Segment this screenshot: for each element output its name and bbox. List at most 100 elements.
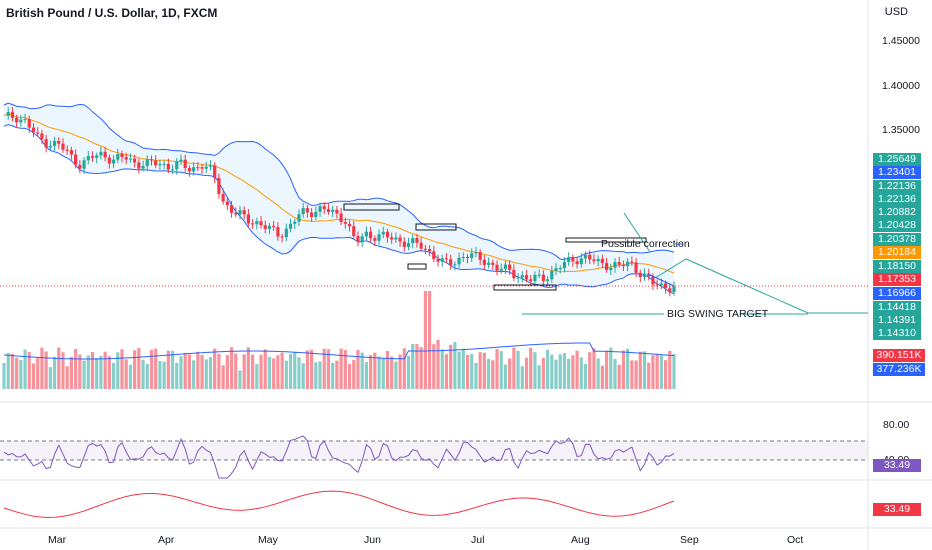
volume-tag: 377.236K xyxy=(873,363,925,376)
candle-body xyxy=(259,221,263,226)
volume-bar xyxy=(415,344,419,389)
volume-bar xyxy=(339,348,343,389)
candle-body xyxy=(444,258,449,260)
candle-body xyxy=(154,160,158,166)
candle-body xyxy=(36,132,40,134)
time-tick-label: Mar xyxy=(48,534,67,546)
volume-bar xyxy=(10,353,15,389)
candle-body xyxy=(369,231,373,239)
candle-body xyxy=(267,225,272,229)
price-tag: 1.14391 xyxy=(873,314,921,327)
candle-body xyxy=(297,214,301,222)
volume-bar xyxy=(192,360,196,389)
candle-body xyxy=(562,261,567,269)
volume-bar xyxy=(74,348,78,389)
candle-body xyxy=(588,254,592,260)
candle-body xyxy=(293,221,297,224)
volume-bar xyxy=(225,355,229,389)
volume-bar xyxy=(234,353,238,389)
volume-bar xyxy=(158,360,162,389)
volume-bar xyxy=(390,356,394,389)
bollinger-upper-line xyxy=(3,102,675,261)
volume-bar xyxy=(529,347,533,389)
candle-body xyxy=(381,231,385,235)
volume-bar xyxy=(432,344,436,389)
volume-bar xyxy=(297,357,301,389)
candle-body xyxy=(19,119,23,123)
volume-bar xyxy=(406,355,411,389)
candle-body xyxy=(301,208,305,215)
candle-body xyxy=(567,257,571,262)
volume-bar xyxy=(617,364,621,389)
volume-bar xyxy=(516,350,520,389)
candle-body xyxy=(103,151,107,158)
volume-bar xyxy=(482,352,486,389)
chart-title: British Pound / U.S. Dollar, 1D, FXCM xyxy=(6,6,218,20)
volume-bar xyxy=(301,363,305,389)
candle-body xyxy=(179,159,183,162)
volume-bar xyxy=(145,363,149,389)
volume-bar xyxy=(550,354,554,389)
candle-body xyxy=(82,160,86,169)
candle-body xyxy=(343,222,347,224)
volume-bar xyxy=(242,354,246,389)
volume-bar xyxy=(103,351,107,389)
candle-body xyxy=(213,165,217,178)
candle-body xyxy=(23,119,27,121)
volume-bar xyxy=(600,365,604,389)
volume-bar xyxy=(377,356,381,389)
candle-body xyxy=(326,209,331,212)
volume-bar xyxy=(470,353,474,389)
candle-body xyxy=(575,261,579,265)
candle-body xyxy=(221,193,225,202)
candle-body xyxy=(655,284,659,286)
volume-bar xyxy=(486,358,491,389)
volume-bar xyxy=(423,291,427,389)
candle-body xyxy=(99,151,103,156)
candle-body xyxy=(617,262,621,265)
candle-body xyxy=(486,262,491,265)
volume-bar xyxy=(141,359,145,389)
volume-bar xyxy=(27,351,31,389)
volume-bar xyxy=(402,348,406,389)
rsi-band xyxy=(0,441,868,460)
candle-body xyxy=(537,274,541,276)
consolidation-box xyxy=(565,237,647,243)
candle-body xyxy=(69,150,74,155)
channel-line xyxy=(647,273,675,287)
volume-bar xyxy=(217,353,221,389)
price-tick-label: 1.40000 xyxy=(882,80,920,92)
candle-body xyxy=(440,258,444,262)
candle-body xyxy=(596,258,600,262)
volume-bar xyxy=(411,344,415,389)
volume-bar xyxy=(128,364,133,389)
candle-body xyxy=(305,208,309,213)
volume-bar xyxy=(276,355,280,389)
candle-body xyxy=(15,117,19,123)
volume-bar xyxy=(558,354,562,389)
volume-bar xyxy=(655,354,659,389)
volume-bar xyxy=(293,351,297,389)
volume-bar xyxy=(200,354,204,389)
candle-body xyxy=(668,288,672,293)
candle-body xyxy=(6,112,10,116)
candle-body xyxy=(166,163,170,170)
volume-bar xyxy=(453,342,457,389)
candle-body xyxy=(364,231,368,237)
volume-bar xyxy=(352,360,356,389)
volume-bar xyxy=(596,358,600,389)
candle-body xyxy=(465,257,470,259)
candle-body xyxy=(314,211,318,217)
candle-body xyxy=(406,243,411,247)
candle-body xyxy=(208,165,213,167)
candle-body xyxy=(183,159,187,169)
candle-body xyxy=(630,261,634,263)
candle-body xyxy=(495,264,499,271)
volume-bar xyxy=(305,350,309,389)
price-tag: 1.14418 xyxy=(873,301,921,314)
candle-body xyxy=(453,264,457,266)
volume-bar xyxy=(449,344,453,389)
candle-body xyxy=(558,268,562,270)
candle-body xyxy=(288,223,293,229)
